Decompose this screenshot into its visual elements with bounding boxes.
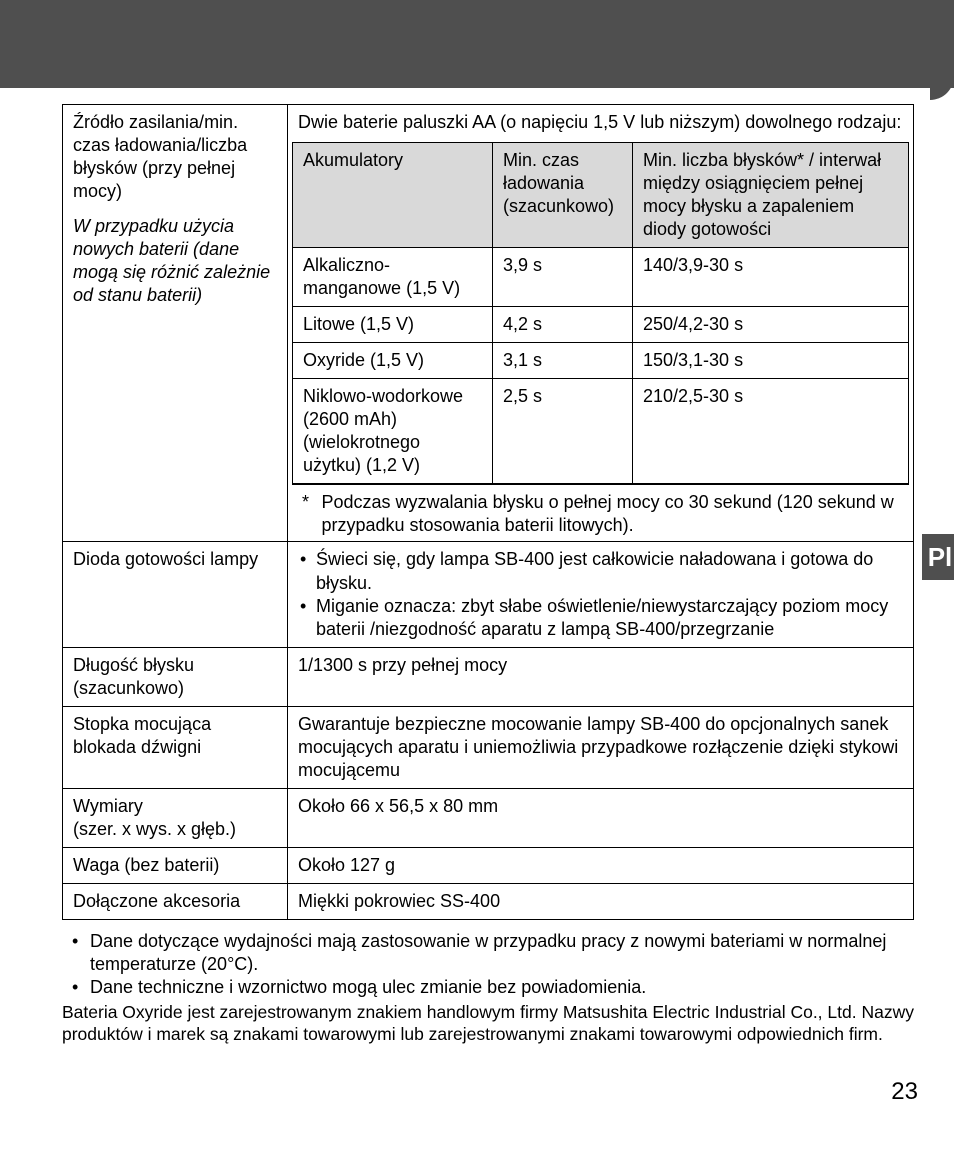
page-number: 23: [0, 1070, 954, 1124]
battery-header-time: Min. czas ładowania (szacunkowo): [493, 143, 633, 248]
ready-light-label: Dioda gotowości lampy: [63, 542, 288, 647]
battery-row: Oxyride (1,5 V) 3,1 s 150/3,1-30 s: [293, 343, 909, 379]
power-value-cell: Dwie baterie paluszki AA (o napięciu 1,5…: [288, 105, 914, 542]
note-item: Dane dotyczące wydajności mają zastosowa…: [62, 930, 914, 976]
ready-light-bullet: Świeci się, gdy lampa SB-400 jest całkow…: [298, 548, 903, 594]
mounting-foot-label: Stopka mocująca blokada dźwigni: [63, 706, 288, 788]
row-power-source: Źródło zasilania/min. czas ładowania/lic…: [63, 105, 914, 542]
footnote-mark: *: [302, 491, 321, 537]
battery-time: 4,2 s: [493, 307, 633, 343]
content-area: Pl Źródło zasilania/min. czas ładowania/…: [0, 88, 954, 1070]
trademark-text: Bateria Oxyride jest zarejestrowanym zna…: [62, 1001, 914, 1046]
battery-row: Litowe (1,5 V) 4,2 s 250/4,2-30 s: [293, 307, 909, 343]
footnote-text: Podczas wyzwalania błysku o pełnej mocy …: [321, 491, 899, 537]
flash-duration-value: 1/1300 s przy pełnej mocy: [288, 647, 914, 706]
row-dimensions: Wymiary (szer. x wys. x głęb.) Około 66 …: [63, 788, 914, 847]
ready-light-bullet: Miganie oznacza: zbyt słabe oświetlenie/…: [298, 595, 903, 641]
note-item: Dane techniczne i wzornictwo mogą ulec z…: [62, 976, 914, 999]
dimensions-label-l1: Wymiary: [73, 795, 277, 818]
battery-row: Alkaliczno-manganowe (1,5 V) 3,9 s 140/3…: [293, 248, 909, 307]
accessories-label: Dołączone akcesoria: [63, 883, 288, 919]
row-accessories: Dołączone akcesoria Miękki pokrowiec SS-…: [63, 883, 914, 919]
battery-header-row: Akumulatory Min. czas ładowania (szacunk…: [293, 143, 909, 248]
weight-value: Około 127 g: [288, 847, 914, 883]
battery-flashes: 250/4,2-30 s: [633, 307, 909, 343]
flash-duration-label: Długość błysku (szacunkowo): [63, 647, 288, 706]
battery-name: Alkaliczno-manganowe (1,5 V): [293, 248, 493, 307]
battery-header-flashes: Min. liczba błysków* / interwał między o…: [633, 143, 909, 248]
battery-row: Niklowo-wodorkowe (2600 mAh) (wielokrotn…: [293, 379, 909, 484]
dimensions-label: Wymiary (szer. x wys. x głęb.): [63, 788, 288, 847]
header-bar: [0, 0, 954, 88]
dimensions-value: Około 66 x 56,5 x 80 mm: [288, 788, 914, 847]
row-weight: Waga (bez baterii) Około 127 g: [63, 847, 914, 883]
row-mounting-foot: Stopka mocująca blokada dźwigni Gwarantu…: [63, 706, 914, 788]
battery-time: 3,9 s: [493, 248, 633, 307]
battery-table: Akumulatory Min. czas ładowania (szacunk…: [292, 142, 909, 484]
power-intro: Dwie baterie paluszki AA (o napięciu 1,5…: [288, 105, 913, 136]
spec-table: Źródło zasilania/min. czas ładowania/lic…: [62, 104, 914, 920]
battery-flashes: 140/3,9-30 s: [633, 248, 909, 307]
mounting-foot-value: Gwarantuje bezpieczne mocowanie lampy SB…: [288, 706, 914, 788]
battery-name: Litowe (1,5 V): [293, 307, 493, 343]
row-flash-duration: Długość błysku (szacunkowo) 1/1300 s prz…: [63, 647, 914, 706]
battery-time: 2,5 s: [493, 379, 633, 484]
battery-footnote: * Podczas wyzwalania błysku o pełnej moc…: [292, 484, 909, 541]
dimensions-label-l2: (szer. x wys. x głęb.): [73, 818, 277, 841]
battery-name: Niklowo-wodorkowe (2600 mAh) (wielokrotn…: [293, 379, 493, 484]
power-label-text: Źródło zasilania/min. czas ładowania/lic…: [73, 111, 277, 203]
power-label-cell: Źródło zasilania/min. czas ładowania/lic…: [63, 105, 288, 542]
notes-section: Dane dotyczące wydajności mają zastosowa…: [62, 930, 914, 1046]
weight-label: Waga (bez baterii): [63, 847, 288, 883]
battery-header-type: Akumulatory: [293, 143, 493, 248]
battery-flashes: 210/2,5-30 s: [633, 379, 909, 484]
battery-flashes: 150/3,1-30 s: [633, 343, 909, 379]
battery-name: Oxyride (1,5 V): [293, 343, 493, 379]
language-tab: Pl: [922, 534, 954, 580]
row-ready-light: Dioda gotowości lampy Świeci się, gdy la…: [63, 542, 914, 647]
ready-light-value: Świeci się, gdy lampa SB-400 jest całkow…: [288, 542, 914, 647]
page: Pl Źródło zasilania/min. czas ładowania/…: [0, 0, 954, 1124]
battery-time: 3,1 s: [493, 343, 633, 379]
power-label-italic: W przypadku użycia nowych baterii (dane …: [73, 215, 277, 307]
accessories-value: Miękki pokrowiec SS-400: [288, 883, 914, 919]
